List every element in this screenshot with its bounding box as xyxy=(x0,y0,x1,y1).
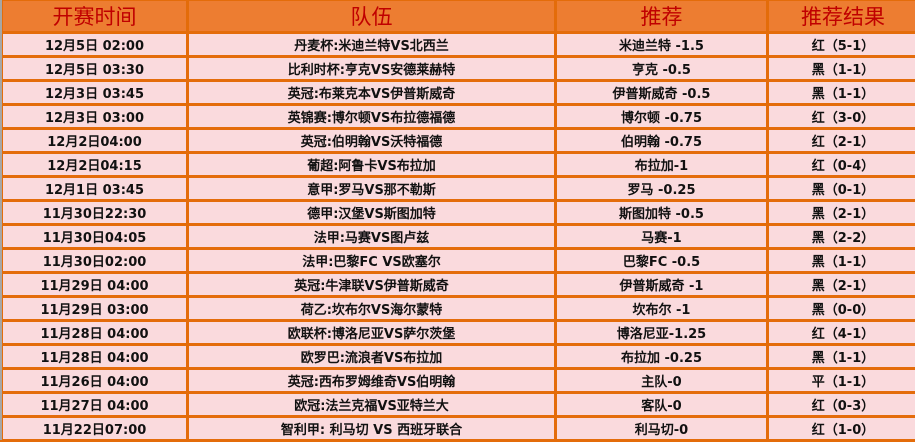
cell-result: 黑（2-1） xyxy=(768,201,915,225)
header-result: 推荐结果 xyxy=(768,0,915,33)
cell-time: 12月5日 03:30 xyxy=(2,57,188,81)
cell-match: 英冠:牛津联VS伊普斯威奇 xyxy=(188,273,556,297)
cell-match: 欧罗巴:流浪者VS布拉加 xyxy=(188,345,556,369)
cell-match: 欧冠:法兰克福VS亚特兰大 xyxy=(188,393,556,417)
cell-time: 12月2日04:00 xyxy=(2,129,188,153)
cell-time: 11月30日04:05 xyxy=(2,225,188,249)
cell-time: 11月29日 03:00 xyxy=(2,297,188,321)
cell-match: 葡超:阿鲁卡VS布拉加 xyxy=(188,153,556,177)
cell-match: 丹麦杯:米迪兰特VS北西兰 xyxy=(188,33,556,57)
cell-tip: 客队-0 xyxy=(556,393,768,417)
cell-tip: 亨克 -0.5 xyxy=(556,57,768,81)
cell-tip: 博洛尼亚-1.25 xyxy=(556,321,768,345)
cell-match: 法甲:马赛VS图卢兹 xyxy=(188,225,556,249)
cell-match: 英锦赛:博尔顿VS布拉德福德 xyxy=(188,105,556,129)
cell-time: 11月22日07:00 xyxy=(2,417,188,441)
cell-result: 红（4-1） xyxy=(768,321,915,345)
header-tip: 推荐 xyxy=(556,0,768,33)
header-row: 开赛时间 队伍 推荐 推荐结果 xyxy=(2,0,915,33)
cell-tip: 米迪兰特 -1.5 xyxy=(556,33,768,57)
cell-time: 11月26日 04:00 xyxy=(2,369,188,393)
cell-tip: 博尔顿 -0.75 xyxy=(556,105,768,129)
cell-match: 智利甲: 利马切 VS 西班牙联合 xyxy=(188,417,556,441)
cell-tip: 伊普斯威奇 -0.5 xyxy=(556,81,768,105)
cell-result: 黑（0-0） xyxy=(768,297,915,321)
cell-match: 英冠:西布罗姆维奇VS伯明翰 xyxy=(188,369,556,393)
cell-tip: 利马切-0 xyxy=(556,417,768,441)
cell-result: 红（0-4） xyxy=(768,153,915,177)
cell-tip: 布拉加 -0.25 xyxy=(556,345,768,369)
cell-time: 12月2日04:15 xyxy=(2,153,188,177)
cell-tip: 伊普斯威奇 -1 xyxy=(556,273,768,297)
cell-tip: 坎布尔 -1 xyxy=(556,297,768,321)
cell-result: 黑（1-1） xyxy=(768,57,915,81)
cell-result: 红（2-1） xyxy=(768,129,915,153)
cell-result: 黑（1-1） xyxy=(768,249,915,273)
cell-time: 11月30日02:00 xyxy=(2,249,188,273)
cell-time: 11月29日 04:00 xyxy=(2,273,188,297)
cell-time: 11月28日 04:00 xyxy=(2,345,188,369)
header-time: 开赛时间 xyxy=(2,0,188,33)
cell-result: 黑（1-1） xyxy=(768,345,915,369)
cell-time: 11月27日 04:00 xyxy=(2,393,188,417)
cell-match: 英冠:伯明翰VS沃特福德 xyxy=(188,129,556,153)
cell-tip: 布拉加-1 xyxy=(556,153,768,177)
cell-tip: 伯明翰 -0.75 xyxy=(556,129,768,153)
cell-result: 黑（1-1） xyxy=(768,81,915,105)
cell-time: 12月3日 03:00 xyxy=(2,105,188,129)
cell-match: 意甲:罗马VS那不勒斯 xyxy=(188,177,556,201)
cell-tip: 斯图加特 -0.5 xyxy=(556,201,768,225)
cell-result: 平（1-1） xyxy=(768,369,915,393)
cell-tip: 罗马 -0.25 xyxy=(556,177,768,201)
cell-match: 法甲:巴黎FC VS欧塞尔 xyxy=(188,249,556,273)
cell-tip: 马赛-1 xyxy=(556,225,768,249)
cell-result: 黑（2-2） xyxy=(768,225,915,249)
cell-time: 11月28日 04:00 xyxy=(2,321,188,345)
cell-result: 黑（0-1） xyxy=(768,177,915,201)
cell-match: 欧联杯:博洛尼亚VS萨尔茨堡 xyxy=(188,321,556,345)
cell-result: 红（0-3） xyxy=(768,393,915,417)
cell-match: 英冠:布莱克本VS伊普斯威奇 xyxy=(188,81,556,105)
cell-result: 红（3-0） xyxy=(768,105,915,129)
left-border xyxy=(0,0,2,440)
cell-time: 12月5日 02:00 xyxy=(2,33,188,57)
cell-tip: 主队-0 xyxy=(556,369,768,393)
cell-match: 比利时杯:亨克VS安德莱赫特 xyxy=(188,57,556,81)
cell-result: 红（1-0） xyxy=(768,417,915,441)
header-match: 队伍 xyxy=(188,0,556,33)
cell-result: 黑（2-1） xyxy=(768,273,915,297)
cell-time: 12月1日 03:45 xyxy=(2,177,188,201)
cell-result: 红（5-1） xyxy=(768,33,915,57)
cell-tip: 巴黎FC -0.5 xyxy=(556,249,768,273)
cell-match: 荷乙:坎布尔VS海尔蒙特 xyxy=(188,297,556,321)
cell-match: 德甲:汉堡VS斯图加特 xyxy=(188,201,556,225)
cell-time: 11月30日22:30 xyxy=(2,201,188,225)
cell-time: 12月3日 03:45 xyxy=(2,81,188,105)
